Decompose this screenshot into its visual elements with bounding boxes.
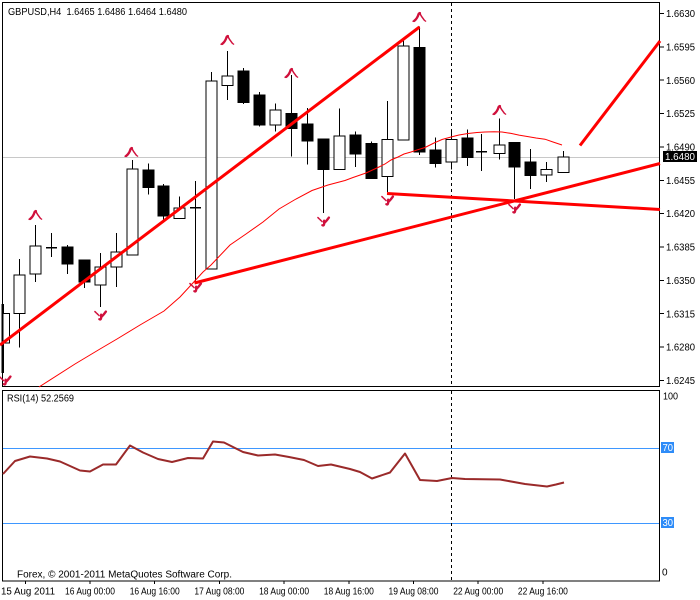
svg-text:1.6385: 1.6385: [666, 243, 695, 254]
svg-text:1.6595: 1.6595: [666, 42, 695, 53]
svg-text:1.6560: 1.6560: [666, 76, 695, 87]
svg-text:1.6455: 1.6455: [666, 176, 695, 187]
svg-text:1.6315: 1.6315: [666, 309, 695, 320]
svg-text:1.6245: 1.6245: [666, 376, 695, 387]
svg-text:RSI(14) 52.2569: RSI(14) 52.2569: [7, 394, 74, 405]
svg-text:22 Aug 16:00: 22 Aug 16:00: [518, 587, 568, 598]
svg-text:70: 70: [663, 443, 674, 454]
svg-text:Forex, © 2001-2011 MetaQuotes: Forex, © 2001-2011 MetaQuotes Software C…: [17, 570, 232, 581]
svg-text:1.6490: 1.6490: [666, 143, 695, 154]
svg-text:16 Aug 00:00: 16 Aug 00:00: [65, 587, 115, 598]
svg-text:17 Aug 08:00: 17 Aug 08:00: [194, 587, 244, 598]
svg-text:1.6525: 1.6525: [666, 109, 695, 120]
svg-text:18 Aug 16:00: 18 Aug 16:00: [324, 587, 374, 598]
svg-text:19 Aug 08:00: 19 Aug 08:00: [389, 587, 439, 598]
svg-text:1.6350: 1.6350: [666, 276, 695, 287]
svg-text:18 Aug 00:00: 18 Aug 00:00: [259, 587, 309, 598]
svg-text:16 Aug 16:00: 16 Aug 16:00: [130, 587, 180, 598]
svg-text:100: 100: [663, 392, 678, 403]
svg-text:15 Aug 2011: 15 Aug 2011: [1, 587, 55, 598]
svg-text:1.6480: 1.6480: [665, 152, 695, 163]
svg-text:30: 30: [663, 518, 674, 529]
svg-text:1.6630: 1.6630: [666, 9, 695, 20]
svg-text:0: 0: [662, 568, 668, 579]
svg-text:1.6420: 1.6420: [666, 209, 695, 220]
svg-text:1.6280: 1.6280: [666, 343, 695, 354]
svg-text:22 Aug 00:00: 22 Aug 00:00: [453, 587, 503, 598]
svg-text:GBPUSD,H4 1.6465 1.6486 1.646: GBPUSD,H4 1.6465 1.6486 1.6464 1.6480: [8, 7, 187, 18]
